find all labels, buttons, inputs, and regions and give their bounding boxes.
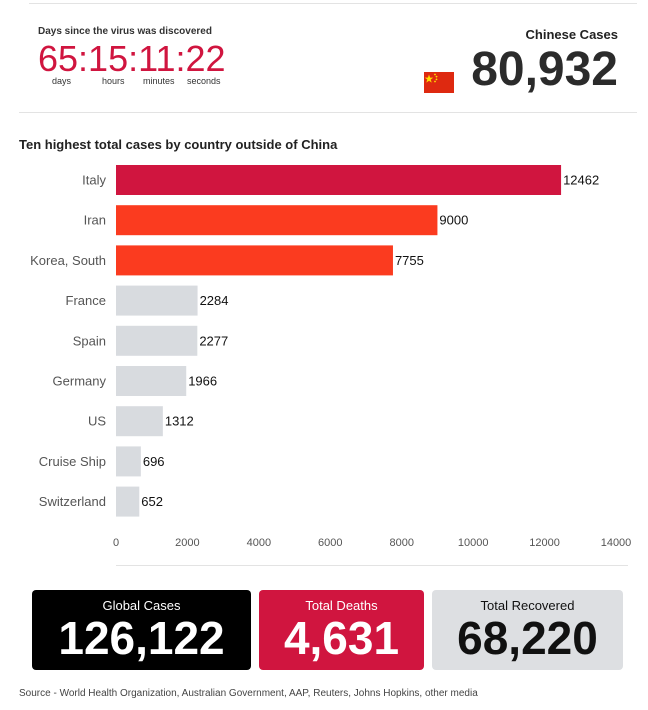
category-label-italy: Italy xyxy=(82,173,106,188)
global-cases-box: Global Cases 126,122 xyxy=(32,590,251,670)
x-tick-label: 2000 xyxy=(175,537,199,549)
bar-chart: Italy Iran Korea, South France Spain Germany U… xyxy=(30,165,632,549)
x-tick-label: 8000 xyxy=(389,537,413,549)
x-tick-label: 10000 xyxy=(458,537,489,549)
unit-minutes: minutes xyxy=(143,76,175,86)
value-label-iran: 9000 xyxy=(439,213,468,228)
category-label-switzerland: Switzerland xyxy=(39,494,106,509)
total-recovered-value: 68,220 xyxy=(457,612,598,664)
bar-iran xyxy=(116,205,438,236)
counter-label: Days since the virus was discovered xyxy=(38,26,212,37)
category-label-iran: Iran xyxy=(84,213,106,228)
bar-cruise-ship xyxy=(116,446,141,477)
value-label-germany: 1966 xyxy=(188,374,217,389)
bar-switzerland xyxy=(116,486,140,517)
days-counter: 65:15:11:22 xyxy=(38,38,226,79)
value-label-korea-south: 7755 xyxy=(395,253,424,268)
chinese-cases-value: 80,932 xyxy=(471,43,618,96)
unit-hours: hours xyxy=(102,76,125,86)
unit-seconds: seconds xyxy=(187,76,221,86)
china-flag-stars xyxy=(424,73,438,83)
bar-spain xyxy=(116,325,198,356)
value-label-spain: 2277 xyxy=(199,333,228,348)
total-deaths-value: 4,631 xyxy=(283,612,400,664)
chinese-cases-label: Chinese Cases xyxy=(525,27,619,42)
x-tick-label: 4000 xyxy=(247,537,271,549)
category-label-spain: Spain xyxy=(73,333,106,348)
bar-france xyxy=(116,285,198,316)
value-label-cruise-ship: 696 xyxy=(143,454,165,469)
bar-us xyxy=(116,406,163,437)
global-cases-label: Global Cases xyxy=(102,598,181,613)
total-deaths-label: Total Deaths xyxy=(305,598,378,613)
china-flag-icon xyxy=(424,72,454,93)
category-label-france: France xyxy=(66,293,106,308)
bar-germany xyxy=(116,366,187,396)
total-deaths-box: Total Deaths 4,631 xyxy=(259,590,424,670)
unit-days: days xyxy=(52,76,72,86)
x-tick-label: 12000 xyxy=(529,537,560,549)
category-label-korea-south: Korea, South xyxy=(30,253,106,268)
bar-italy xyxy=(116,165,562,195)
total-recovered-box: Total Recovered 68,220 xyxy=(432,590,623,670)
top-divider xyxy=(29,3,637,4)
chart-divider xyxy=(116,565,628,566)
x-tick-label: 14000 xyxy=(601,537,632,549)
category-label-germany: Germany xyxy=(53,374,107,389)
category-label-cruise-ship: Cruise Ship xyxy=(39,454,106,469)
chart-title: Ten highest total cases by country outsi… xyxy=(19,137,338,152)
value-label-switzerland: 652 xyxy=(141,494,163,509)
total-recovered-label: Total Recovered xyxy=(480,598,575,613)
value-label-italy: 12462 xyxy=(563,173,599,188)
bar-korea-south xyxy=(116,245,393,276)
value-label-us: 1312 xyxy=(165,414,194,429)
x-tick-label: 0 xyxy=(113,537,119,549)
global-cases-value: 126,122 xyxy=(58,612,225,664)
value-label-france: 2284 xyxy=(200,293,229,308)
category-label-us: US xyxy=(88,414,106,429)
source-note: Source - World Health Organization, Aust… xyxy=(19,688,478,699)
header-divider xyxy=(19,112,637,113)
x-tick-label: 6000 xyxy=(318,537,342,549)
